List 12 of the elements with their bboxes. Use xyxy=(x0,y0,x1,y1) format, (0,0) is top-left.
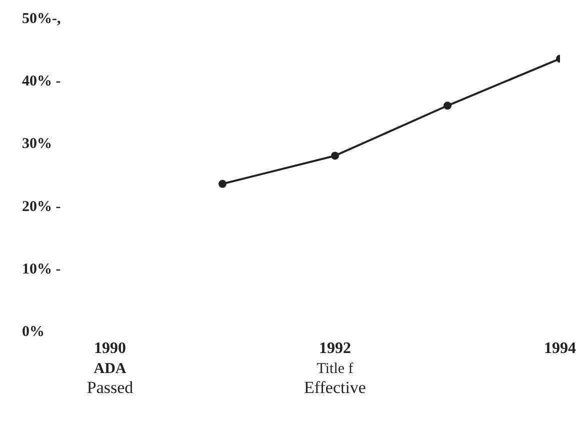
point xyxy=(331,152,339,160)
y-tick-label: 50%-, xyxy=(22,11,61,27)
x-tick-label: 1994 xyxy=(544,340,576,357)
point xyxy=(444,102,452,110)
x-tick-label: 1992 Title f Effective xyxy=(304,340,366,397)
y-tick-label: 0% xyxy=(22,324,44,340)
y-tick-label: 30% xyxy=(22,136,52,152)
y-tick-label: 10% - xyxy=(22,261,61,278)
point xyxy=(218,180,226,188)
y-tick-label: 40% - xyxy=(22,74,61,90)
x-tick-label: 1990 ADA Passed xyxy=(86,340,134,397)
y-tick-label: 20% - xyxy=(22,198,61,215)
